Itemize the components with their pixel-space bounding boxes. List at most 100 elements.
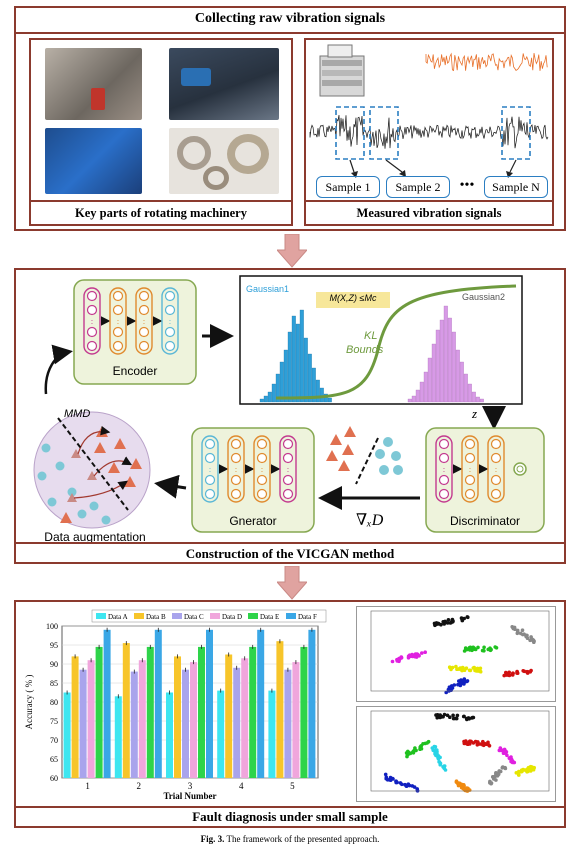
y-tick-label: 65 <box>50 755 58 764</box>
legend-label: Data A <box>108 613 128 621</box>
machinery-caption: Key parts of rotating machinery <box>31 206 291 221</box>
tsne-point <box>526 670 530 674</box>
tsne-point <box>455 780 459 784</box>
neuron-ellipsis: : <box>495 465 497 474</box>
constraint-label: M(X,Z) ≤Mᴄ <box>316 293 390 303</box>
tsne-point <box>450 666 454 670</box>
stage3-title-divider <box>16 806 564 808</box>
legend-swatch <box>96 613 106 619</box>
tsne-point <box>460 617 464 621</box>
machinery-panel: Key parts of rotating machinery <box>29 38 293 226</box>
neuron <box>492 476 501 485</box>
tsne-point <box>465 666 469 670</box>
bar-data-d <box>241 658 248 778</box>
gaussian2-label: Gaussian2 <box>462 292 505 302</box>
y-tick-label: 100 <box>46 622 58 631</box>
tsne-point <box>502 750 506 754</box>
sample-1-box: Sample 1 <box>316 176 380 198</box>
generated-sample-circle <box>391 451 401 461</box>
legend-swatch <box>172 613 182 619</box>
sample-2-box: Sample 2 <box>386 176 450 198</box>
neuron <box>88 342 97 351</box>
bar-data-d <box>292 662 299 778</box>
bar-data-c <box>182 670 189 778</box>
bar-data-e <box>198 647 205 778</box>
neuron <box>258 490 267 499</box>
neuron <box>140 306 149 315</box>
histogram-bar-purple <box>412 396 416 402</box>
augmentation-circle-sample <box>78 510 87 519</box>
histogram-bar-purple <box>468 384 472 402</box>
legend-label: Data D <box>222 613 242 621</box>
neuron <box>206 454 215 463</box>
histogram-bar-blue <box>260 399 264 402</box>
bar-data-f <box>104 630 111 778</box>
histogram-bar-purple <box>436 330 440 402</box>
tsne-point <box>482 646 486 650</box>
raw-signal-black <box>310 115 548 149</box>
tsne-point <box>462 740 466 744</box>
output-neuron <box>514 463 526 475</box>
stage3-title: Fault diagnosis under small sample <box>16 809 564 825</box>
augmentation-circle-sample <box>90 502 99 511</box>
tsne-point <box>489 782 493 786</box>
tsne-point <box>453 683 457 687</box>
tsne-point <box>521 628 525 632</box>
tsne-scatter-bottom <box>357 707 555 801</box>
tsne-point <box>472 716 476 720</box>
bounds-label: Bounds <box>346 344 383 356</box>
legend-label: Data E <box>260 613 279 621</box>
tsne-point <box>508 673 512 677</box>
stage1-title: Collecting raw vibration signals <box>16 11 564 27</box>
histogram-bar-blue <box>280 362 284 402</box>
histogram-bar-purple <box>428 358 432 402</box>
signal-graphics <box>306 40 552 198</box>
tsne-point <box>415 787 419 791</box>
tsne-point <box>395 781 399 785</box>
neuron <box>88 292 97 301</box>
y-tick-label: 80 <box>50 698 58 707</box>
histogram-bar-blue <box>308 354 312 402</box>
neuron <box>232 454 241 463</box>
generated-sample-circle <box>383 437 393 447</box>
bar-data-f <box>257 630 264 778</box>
figure-caption-prefix: Fig. 3. <box>201 834 225 844</box>
legend-label: Data F <box>298 613 317 621</box>
tsne-point <box>459 678 463 682</box>
histogram-bar-purple <box>444 306 448 402</box>
tsne-point <box>460 786 464 790</box>
neuron-ellipsis: : <box>261 465 263 474</box>
histogram-bar-blue <box>320 388 324 402</box>
tsne-panel-top <box>356 606 556 702</box>
neuron <box>114 328 123 337</box>
histogram-bar-blue <box>268 392 272 402</box>
augmentation-circle-sample <box>56 462 65 471</box>
neuron-ellipsis: : <box>469 465 471 474</box>
neuron-ellipsis: : <box>209 465 211 474</box>
histogram-bar-purple <box>456 350 460 402</box>
neuron <box>88 306 97 315</box>
neuron <box>492 454 501 463</box>
tsne-point <box>469 669 473 673</box>
tsne-point <box>407 751 411 755</box>
tsne-point <box>391 660 395 664</box>
tsne-point <box>523 670 527 674</box>
histogram-bar-blue <box>272 384 276 402</box>
neuron <box>140 328 149 337</box>
histogram-bar-purple <box>480 399 484 402</box>
bar-data-c <box>284 670 291 778</box>
tsne-point <box>529 635 533 639</box>
data-acquisition-device <box>320 45 364 96</box>
histogram-bar-blue <box>264 396 268 402</box>
tsne-point <box>438 763 442 767</box>
signals-panel: Sample 1 Sample 2 ••• Sample N Measured … <box>304 38 554 226</box>
neuron <box>258 476 267 485</box>
bar-data-b <box>225 655 232 779</box>
flow-arrow-1 <box>277 234 307 268</box>
y-tick-label: 85 <box>50 679 58 688</box>
tsne-point <box>504 767 508 771</box>
tsne-panel-bottom <box>356 706 556 802</box>
real-sample-triangle <box>326 450 338 461</box>
tsne-point <box>441 620 445 624</box>
tsne-point <box>515 771 519 775</box>
